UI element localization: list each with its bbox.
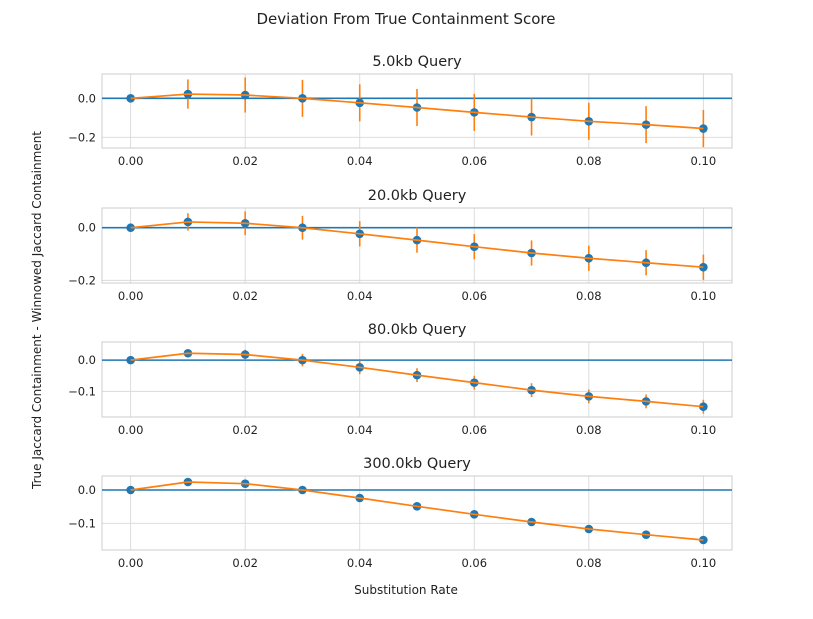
series-line — [130, 481, 704, 541]
x-tick-label: 0.02 — [232, 154, 258, 168]
data-point — [699, 262, 708, 272]
subplot-4: 300.0kb Query 0.00 0.02 0.04 0.06 0.08 0.10 0.0… — [68, 456, 733, 570]
y-tick-label: 0.0 — [78, 221, 96, 235]
y-tick-label: 0.0 — [78, 483, 96, 497]
x-tick-label: 0.06 — [461, 423, 487, 437]
data-point — [699, 124, 708, 133]
x-tick-label: 0.06 — [461, 154, 487, 168]
x-tick-label: 0.04 — [347, 423, 373, 437]
data-point — [126, 223, 135, 233]
subplot-title: 80.0kb Query — [368, 322, 467, 338]
x-tick-label: 0.00 — [118, 423, 144, 437]
x-tick-label: 0.08 — [576, 289, 602, 303]
subplot-3: 80.0kb Query 0.00 0.02 0.04 0.06 0.08 0.10 0.0 −… — [68, 322, 733, 437]
axes-frame — [101, 73, 733, 149]
y-tick-label: 0.0 — [78, 353, 96, 367]
x-tick-label: 0.02 — [232, 556, 258, 570]
y-axis-label: True Jaccard Containment - Winnowed Jacc… — [30, 131, 44, 490]
x-tick-label: 0.08 — [576, 154, 602, 168]
x-tick-label: 0.00 — [118, 154, 144, 168]
y-tick-label: −0.1 — [68, 516, 96, 530]
x-tick-label: 0.00 — [118, 289, 144, 303]
x-tick-label: 0.04 — [347, 154, 373, 168]
subplot-title: 20.0kb Query — [368, 188, 467, 204]
x-tick-label: 0.08 — [576, 423, 602, 437]
x-tick-label: 0.04 — [347, 289, 373, 303]
data-point — [126, 355, 135, 365]
axes-frame — [101, 475, 733, 551]
subplots: 5.0kb Query 0.00 0.02 0.04 0.06 0.08 0.10 0.0 −0… — [68, 54, 733, 570]
y-tick-label: −0.2 — [68, 273, 96, 287]
y-tick-label: −0.2 — [68, 130, 96, 144]
series-line — [130, 93, 704, 130]
subplot-2: 20.0kb Query 0.00 0.02 0.04 0.06 0.08 0.10 0.0 −… — [68, 188, 733, 303]
x-tick-label: 0.08 — [576, 556, 602, 570]
x-tick-label: 0.04 — [347, 556, 373, 570]
data-point — [699, 535, 708, 545]
axes-frame — [101, 341, 733, 418]
data-point — [126, 94, 135, 103]
x-tick-label: 0.10 — [691, 423, 717, 437]
y-tick-label: 0.0 — [78, 91, 96, 105]
x-tick-label: 0.00 — [118, 556, 144, 570]
x-tick-label: 0.02 — [232, 423, 258, 437]
x-tick-label: 0.10 — [691, 154, 717, 168]
x-axis-label: Substitution Rate — [354, 583, 458, 597]
x-tick-label: 0.06 — [461, 289, 487, 303]
subplot-1: 5.0kb Query 0.00 0.02 0.04 0.06 0.08 0.10 0.0 −0… — [68, 54, 733, 168]
x-tick-label: 0.02 — [232, 289, 258, 303]
series-line — [130, 352, 704, 408]
figure-title: Deviation From True Containment Score — [257, 10, 556, 28]
x-tick-label: 0.10 — [691, 289, 717, 303]
x-tick-label: 0.06 — [461, 556, 487, 570]
x-tick-label: 0.10 — [691, 556, 717, 570]
subplot-title: 5.0kb Query — [372, 54, 462, 70]
series-line — [130, 221, 704, 269]
subplot-title: 300.0kb Query — [363, 456, 471, 472]
y-tick-label: −0.1 — [68, 384, 96, 398]
axes-frame — [101, 207, 733, 284]
data-point — [699, 402, 708, 411]
data-point — [126, 485, 135, 495]
